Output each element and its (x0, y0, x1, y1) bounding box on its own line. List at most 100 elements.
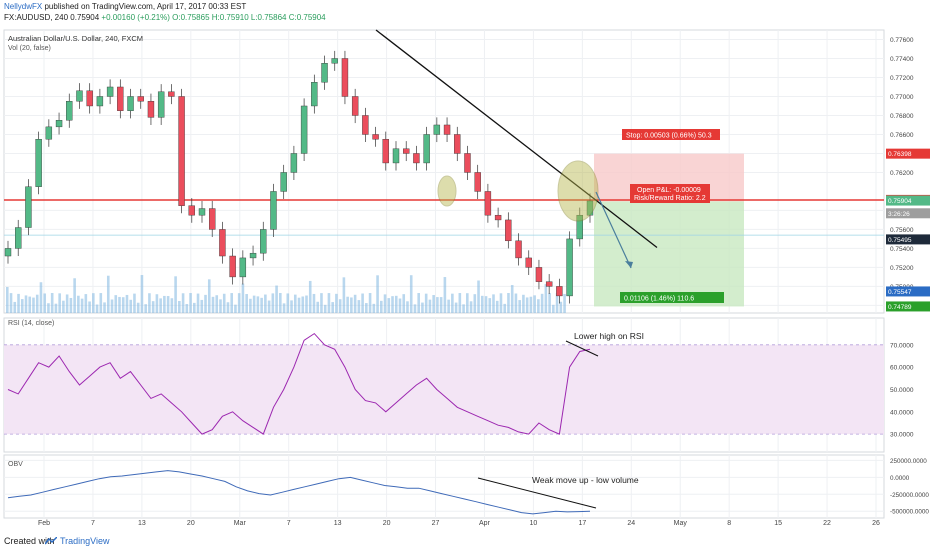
volume-bar (151, 301, 155, 313)
candle (127, 96, 134, 111)
candle (494, 214, 502, 221)
volume-bar (346, 296, 349, 313)
volume-bar (436, 297, 439, 313)
volume-bar (477, 280, 480, 313)
rsi-y-tick-label: 50.0000 (890, 387, 914, 394)
volume-bar (121, 297, 125, 313)
volume-bar (320, 293, 323, 313)
candle (300, 105, 308, 154)
ohlc-values: O:0.75865 H:0.75910 L:0.75864 C:0.75904 (172, 13, 326, 22)
last-price: 0.75904 (70, 13, 100, 22)
candle (157, 91, 165, 118)
volume-bar (148, 293, 151, 313)
trendline (375, 29, 658, 248)
rsi-y-tick-label: 30.0000 (890, 432, 914, 439)
volume-bar (495, 300, 499, 313)
volume-bar (39, 282, 43, 313)
candle (86, 90, 93, 107)
candle (576, 214, 583, 240)
obv-y-tick-label: 0.0000 (890, 475, 910, 482)
rsi-band (4, 344, 884, 435)
volume-bar (110, 299, 114, 313)
target-label-bg (620, 292, 724, 303)
volume-bar (9, 293, 13, 313)
price-tag-bg (886, 148, 930, 159)
volume-bar (357, 300, 361, 313)
candle (147, 101, 155, 118)
volume-bar (65, 294, 69, 313)
x-tick-label: 13 (334, 520, 342, 527)
candle (362, 115, 369, 135)
volume-bar (35, 294, 39, 313)
volume-bar (402, 294, 406, 313)
x-tick-label: 27 (432, 520, 440, 527)
symbol-line: FX:AUDUSD, 240 0.75904 +0.00160 (+0.21%)… (4, 13, 326, 22)
volume-bar (181, 293, 185, 313)
target-label: 0.01106 (1.46%) 110.6 (624, 296, 694, 303)
volume-bar (327, 293, 331, 313)
candle (321, 63, 328, 83)
volume-bar (305, 295, 308, 313)
candle (454, 134, 461, 154)
volume-bar (421, 302, 424, 313)
volume-bar (451, 293, 454, 313)
rsi-y-tick-label: 60.0000 (890, 365, 914, 372)
price-tag: 0.74789 (888, 304, 912, 311)
stop-label-bg (622, 129, 720, 140)
volume-bar (559, 301, 563, 313)
candle (403, 148, 410, 154)
y-tick-label: 0.75400 (890, 246, 914, 253)
volume-bar (95, 304, 99, 313)
volume-bar (189, 293, 192, 313)
y-tick-label: 0.77600 (890, 37, 914, 44)
rsi-y-tick-label: 70.0000 (890, 342, 914, 349)
volume-bar (301, 296, 305, 313)
publish-line: NellydwFX published on TradingView.com, … (4, 2, 246, 11)
candle (525, 257, 532, 268)
rsi-y-tick-label: 40.0000 (890, 409, 914, 416)
price-tag: 0.75904 (888, 198, 912, 205)
volume-bar (106, 275, 110, 313)
candle (280, 172, 287, 192)
x-tick-label: Apr (479, 520, 491, 527)
volume-bar (170, 298, 174, 313)
y-tick-label: 0.76200 (890, 170, 914, 177)
volume-bar (17, 293, 20, 313)
volume-bar (365, 303, 368, 313)
y-tick-label: 0.76600 (890, 132, 914, 139)
volume-bar (413, 304, 417, 313)
volume-bar (43, 293, 46, 313)
volume-bar (548, 293, 551, 313)
obv-y-tick-label: 250000.0000 (890, 458, 927, 465)
volume-bar (492, 294, 495, 313)
highlight-circle-left (437, 175, 457, 207)
candle (239, 257, 247, 278)
y-tick-label: 0.77000 (890, 94, 914, 101)
volume-bar (62, 300, 65, 313)
volume-bar (552, 304, 555, 313)
x-tick-label: May (674, 520, 688, 527)
volume-bar (118, 296, 121, 313)
volume-bar (211, 296, 215, 313)
rsi-title: RSI (14, close) (8, 320, 54, 327)
candle (188, 205, 195, 216)
volume-bar (32, 297, 35, 313)
tradingview-logo-icon (45, 537, 57, 545)
candle (484, 191, 492, 216)
volume-bar (73, 278, 76, 313)
candle (178, 96, 185, 206)
candle (423, 134, 430, 164)
pl-label-bg (630, 184, 710, 203)
volume-bar (279, 293, 282, 313)
candle (66, 101, 73, 121)
volume-bar (226, 302, 230, 313)
tradingview-brand[interactable]: TradingView (60, 536, 110, 546)
candle (229, 255, 236, 278)
volume-bar (103, 302, 106, 313)
author-link[interactable]: NellydwFX (4, 2, 43, 11)
price-change: +0.00160 (+0.21%) (101, 13, 170, 22)
y-tick-label: 0.75200 (890, 265, 914, 272)
volume-bar (267, 300, 271, 313)
volume-bar (237, 293, 241, 313)
